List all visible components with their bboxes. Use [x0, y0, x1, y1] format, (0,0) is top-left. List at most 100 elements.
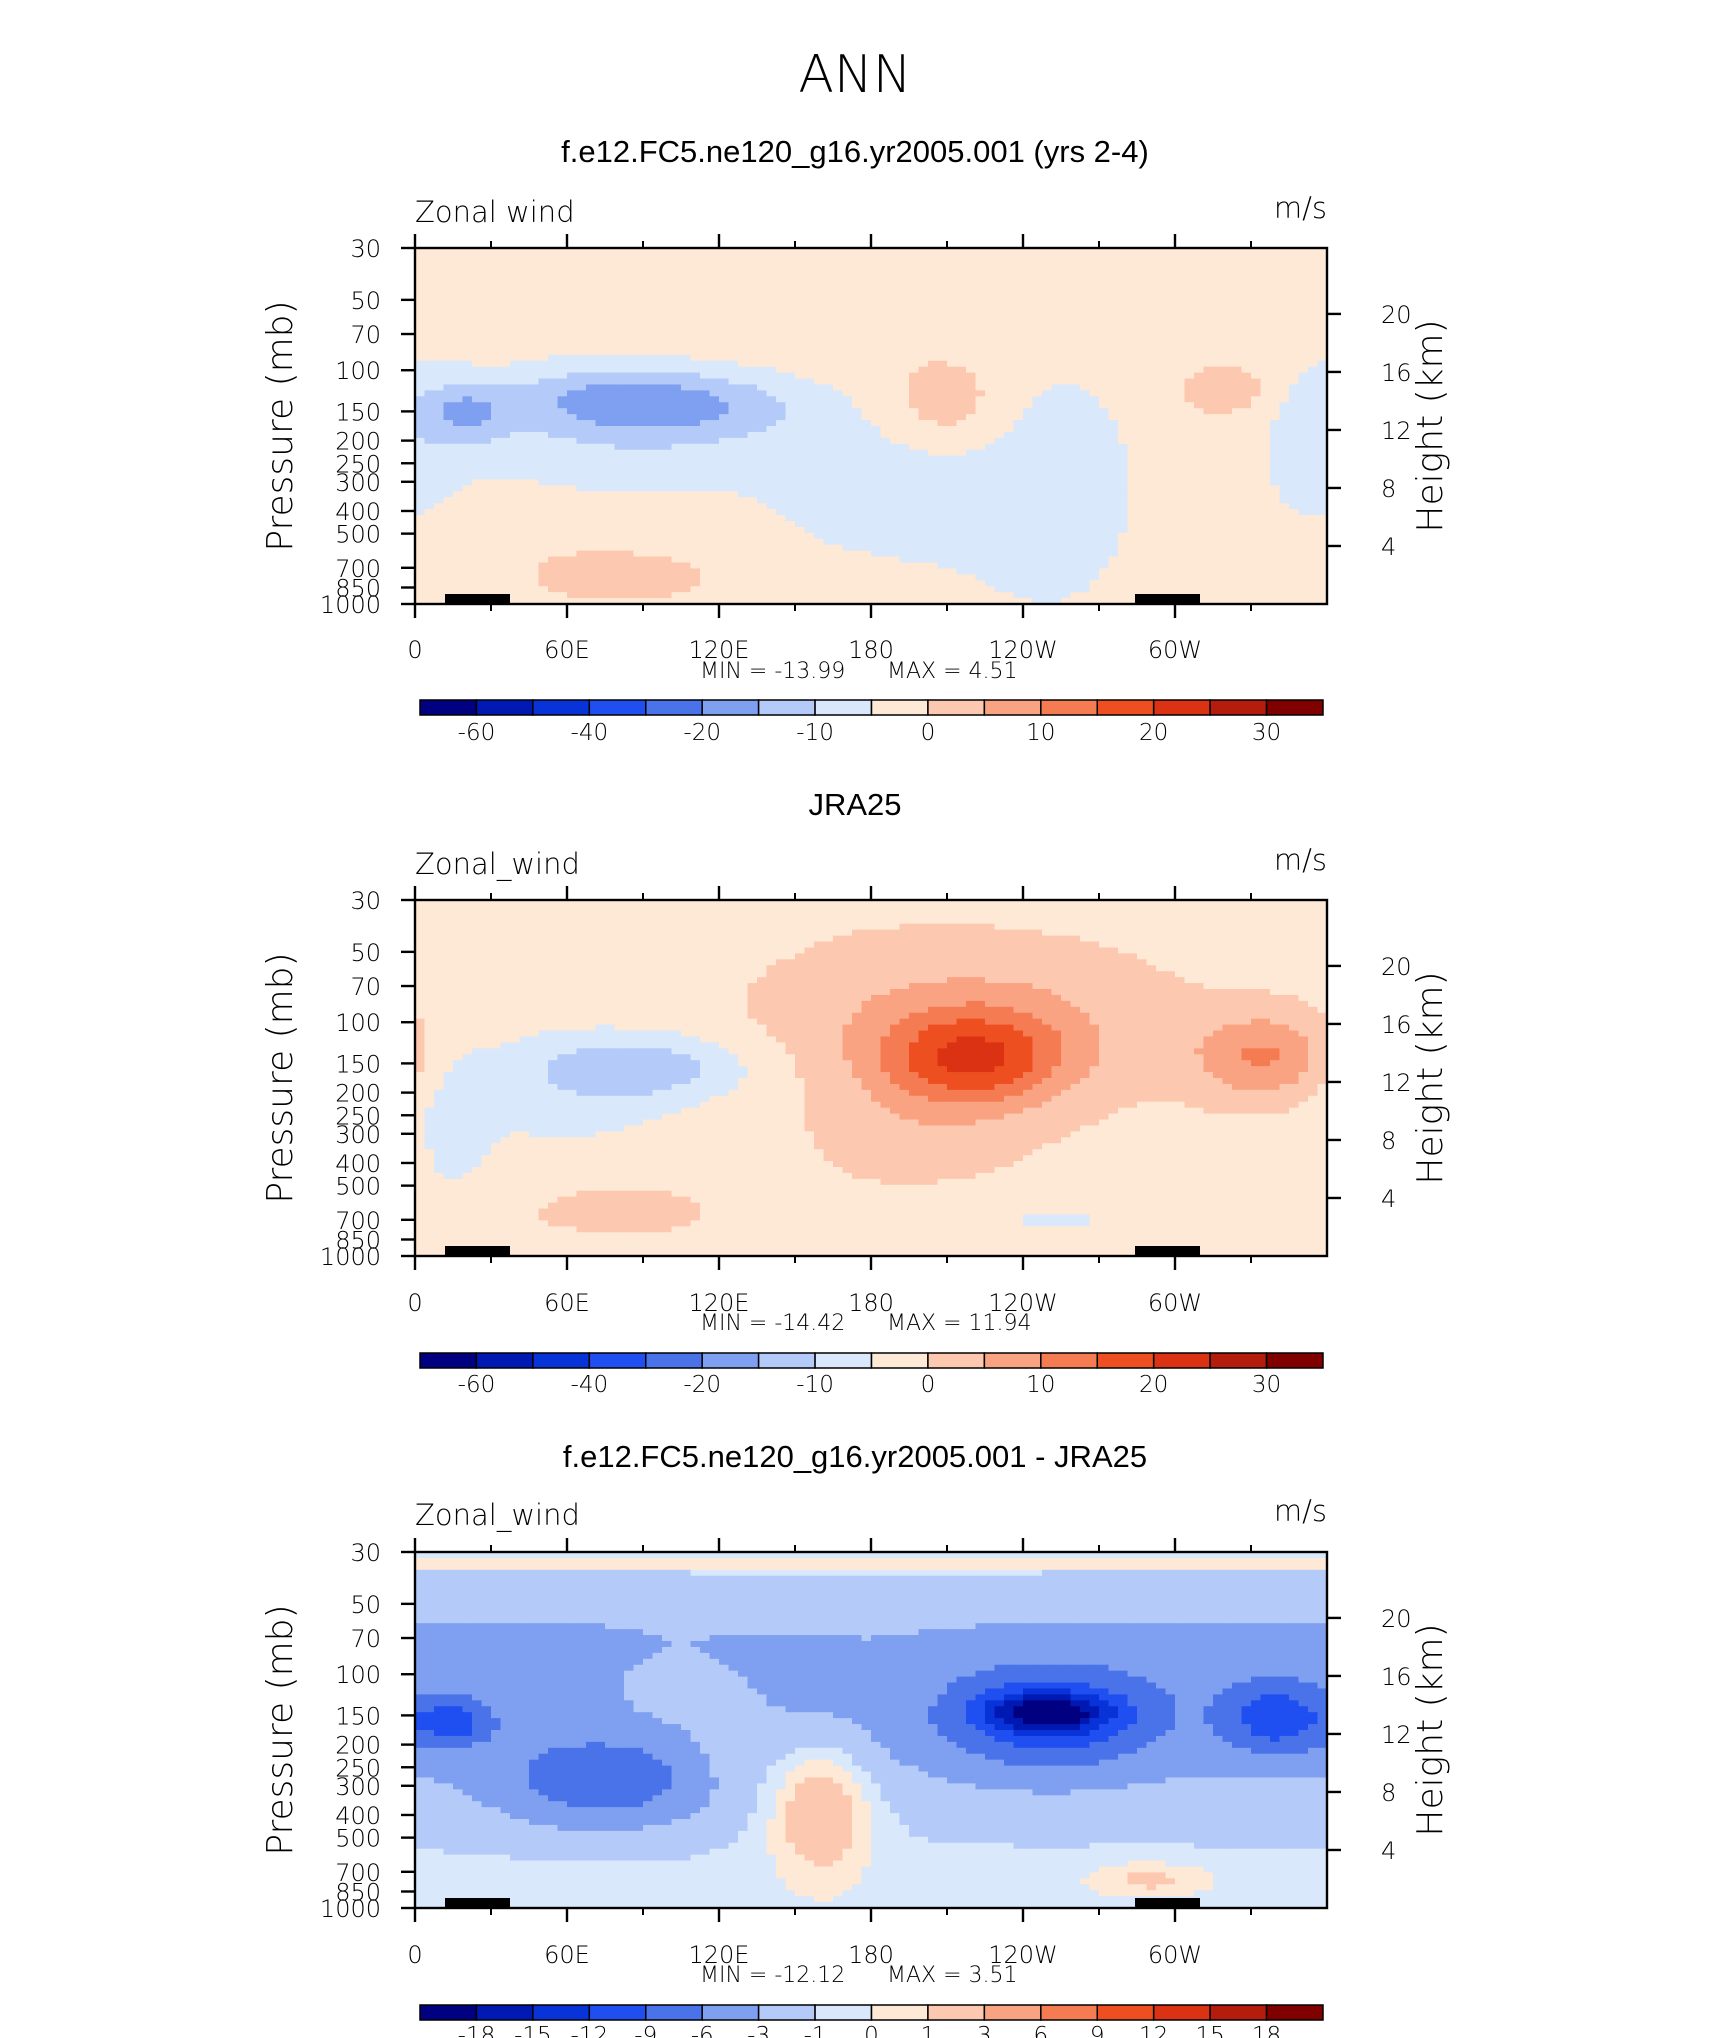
- field-cell: [557, 366, 568, 374]
- field-cell: [1308, 384, 1319, 391]
- field-cell: [975, 307, 986, 314]
- field-cell: [1213, 360, 1224, 368]
- field-cell: [880, 289, 891, 297]
- field-cell: [1004, 491, 1015, 498]
- field-cell: [1194, 331, 1205, 338]
- field-cell: [1298, 408, 1309, 415]
- field-cell: [994, 538, 1005, 546]
- field-cell: [614, 337, 625, 344]
- field-cell: [814, 431, 825, 439]
- field-cell: [909, 544, 920, 552]
- field-cell: [662, 331, 673, 338]
- field-cell: [1203, 366, 1214, 374]
- field-cell: [747, 426, 758, 433]
- field-cell: [415, 248, 426, 255]
- field-cell: [643, 354, 654, 362]
- field-cell: [956, 372, 967, 380]
- field-cell: [491, 307, 502, 314]
- field-cell: [1241, 354, 1252, 362]
- field-cell: [757, 538, 768, 546]
- field-cell: [614, 248, 625, 255]
- field-cell: [899, 437, 910, 445]
- field-cell: [690, 414, 701, 421]
- field-cell: [1051, 426, 1062, 433]
- field-cell: [1070, 259, 1081, 267]
- field-cell: [985, 289, 996, 297]
- field-cell: [1260, 366, 1271, 374]
- field-cell: [1298, 396, 1309, 403]
- field-cell: [624, 360, 635, 368]
- field-cell: [871, 331, 882, 338]
- field-cell: [424, 378, 435, 386]
- field-cell: [1013, 509, 1024, 516]
- field-cell: [966, 283, 977, 291]
- field-cell: [633, 319, 644, 326]
- field-cell: [956, 509, 967, 516]
- field-cell: [709, 295, 720, 302]
- field-cell: [462, 248, 473, 255]
- field-cell: [823, 360, 834, 368]
- field-cell: [1004, 515, 1015, 522]
- field-cell: [462, 526, 473, 534]
- field-cell: [491, 271, 502, 279]
- field-cell: [510, 431, 521, 439]
- field-cell: [605, 372, 616, 380]
- field-cell: [700, 402, 711, 409]
- field-cell: [766, 325, 777, 332]
- field-cell: [1289, 420, 1300, 427]
- field-cell: [681, 414, 692, 421]
- field-cell: [823, 378, 834, 386]
- field-cell: [1194, 538, 1205, 546]
- field-cell: [529, 449, 540, 457]
- field-cell: [833, 289, 844, 297]
- field-cell: [1308, 538, 1319, 546]
- field-cell: [1222, 342, 1233, 350]
- field-cell: [1298, 319, 1309, 326]
- field-cell: [1004, 295, 1015, 302]
- field-cell: [510, 331, 521, 338]
- field-cell: [424, 461, 435, 469]
- field-cell: [557, 301, 568, 308]
- field-cell: [823, 550, 834, 558]
- field-cell: [1061, 455, 1072, 463]
- field-cell: [538, 378, 549, 386]
- field-cell: [719, 325, 730, 332]
- field-cell: [472, 526, 483, 534]
- field-cell: [1270, 289, 1281, 297]
- field-cell: [548, 277, 559, 285]
- field-cell: [1232, 325, 1243, 332]
- field-cell: [795, 449, 806, 457]
- field-cell: [719, 402, 730, 409]
- field-cell: [918, 319, 929, 326]
- field-cell: [1289, 348, 1300, 356]
- field-cell: [1203, 503, 1214, 510]
- field-cell: [899, 277, 910, 285]
- field-cell: [481, 384, 492, 391]
- field-cell: [1232, 520, 1243, 528]
- field-cell: [1099, 408, 1110, 415]
- field-cell: [1175, 550, 1186, 558]
- field-cell: [1089, 348, 1100, 356]
- field-cell: [1165, 532, 1176, 540]
- field-cell: [700, 455, 711, 463]
- field-cell: [1194, 431, 1205, 439]
- field-cell: [519, 360, 530, 368]
- field-cell: [728, 550, 739, 558]
- field-cell: [1127, 331, 1138, 338]
- field-cell: [1080, 313, 1091, 320]
- field-cell: [937, 265, 948, 273]
- field-cell: [776, 354, 787, 362]
- field-cell: [1004, 443, 1015, 451]
- field-cell: [443, 503, 454, 510]
- field-cell: [1165, 289, 1176, 297]
- field-cell: [576, 283, 587, 291]
- field-cell: [643, 437, 654, 445]
- field-cell: [671, 265, 682, 273]
- field-cell: [595, 283, 606, 291]
- field-cell: [804, 420, 815, 427]
- field-cell: [1108, 455, 1119, 463]
- field-cell: [1251, 366, 1262, 374]
- field-cell: [1051, 544, 1062, 552]
- field-cell: [1023, 265, 1034, 273]
- field-cell: [937, 313, 948, 320]
